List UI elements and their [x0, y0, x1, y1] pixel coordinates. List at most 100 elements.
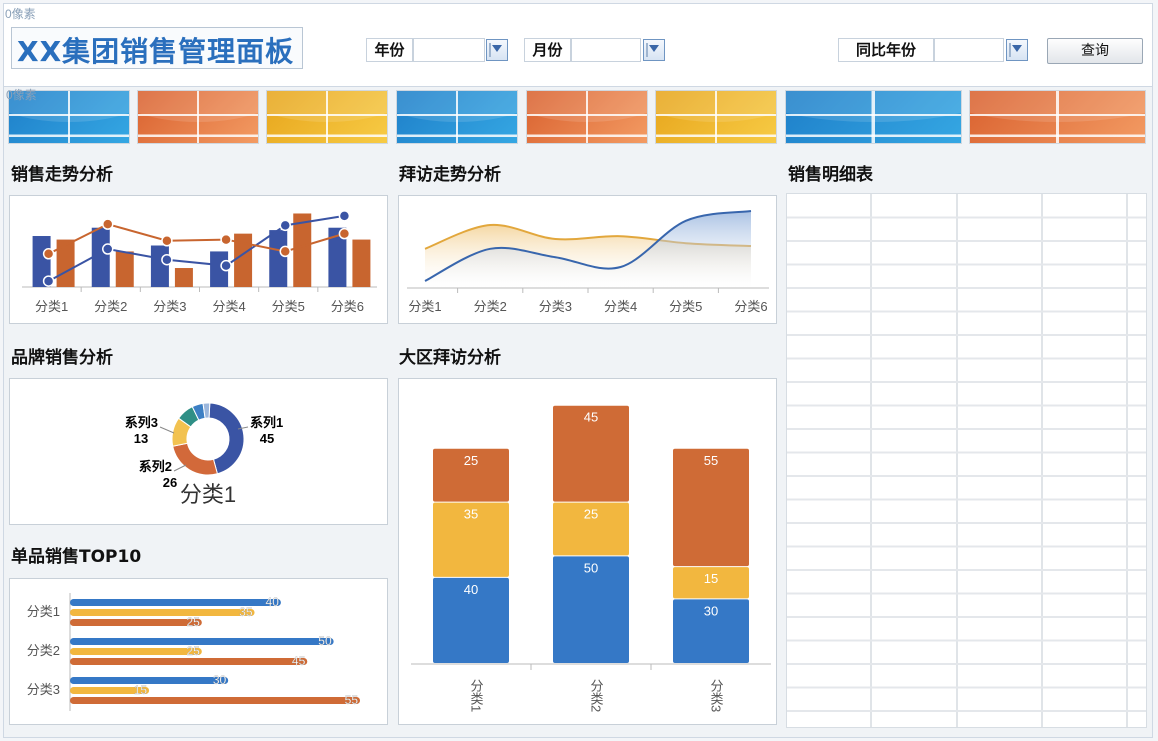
x-tick-label: 分类3 — [709, 679, 724, 712]
stacked-bar-segment — [553, 556, 629, 663]
bar — [56, 239, 75, 287]
bar — [70, 697, 360, 704]
brand-sales-title: 品牌销售分析 — [11, 348, 113, 368]
data-label: 25 — [464, 453, 478, 468]
yoy-dropdown-icon[interactable] — [1006, 39, 1028, 61]
region-visit-title: 大区拜访分析 — [399, 348, 501, 368]
data-label: 30 — [213, 673, 227, 687]
month-input[interactable] — [571, 38, 641, 62]
slice-label: 系列1 — [250, 415, 283, 430]
year-dropdown-icon[interactable] — [486, 39, 508, 61]
sales-trend-chart: 分类1 分类2 分类3 分类4 分类5 分类6 — [22, 210, 377, 314]
data-point — [161, 253, 173, 266]
data-label: 15 — [704, 571, 718, 586]
yoy-year-label: 同比年份 — [838, 38, 934, 62]
series-line — [48, 223, 345, 255]
bar — [70, 619, 202, 626]
y-tick-label: 分类1 — [27, 604, 60, 619]
visit-trend-chart: 分类1 分类2 分类3 分类4 分类5 分类6 — [407, 210, 769, 314]
data-point — [220, 233, 232, 246]
year-input[interactable] — [413, 38, 485, 62]
top10-panel: 分类1 40 35 25 分类2 50 25 45 分类3 30 15 55 — [9, 578, 388, 725]
kpi-tile-8[interactable] — [969, 90, 1146, 144]
x-tick-label: 分类4 — [604, 299, 637, 314]
stacked-bar-segment — [673, 448, 749, 567]
kpi-tile-4[interactable] — [396, 90, 518, 144]
leader-line — [159, 426, 175, 434]
kpi-tile-5[interactable] — [526, 90, 648, 144]
series-area — [425, 211, 751, 288]
x-tick-label: 分类5 — [669, 299, 702, 314]
tile-pixel-marker: 0像素 — [6, 88, 37, 102]
bar — [269, 230, 288, 287]
bar — [70, 648, 202, 655]
kpi-tile-6[interactable] — [655, 90, 777, 144]
data-point — [161, 235, 173, 247]
x-tick-label: 分类3 — [539, 299, 572, 314]
visit-trend-panel: 分类1 分类2 分类3 分类4 分类5 分类6 — [398, 195, 777, 324]
data-point — [102, 218, 114, 230]
bar — [70, 599, 281, 606]
series-line — [424, 210, 752, 282]
dashboard-title: XX集团销售管理面板 — [11, 27, 303, 69]
bar — [293, 213, 312, 287]
data-point — [102, 243, 114, 255]
sales-detail-table — [786, 193, 1147, 728]
region-visit-chart: 40 35 25 分类1 50 25 45 分类2 30 15 55 分类3 — [411, 405, 771, 712]
data-point — [279, 219, 291, 232]
x-tick-label: 分类1 — [35, 299, 68, 314]
sales-trend-panel: 分类1 分类2 分类3 分类4 分类5 分类6 — [9, 195, 388, 324]
bar — [70, 609, 255, 616]
data-label: 35 — [239, 605, 253, 619]
bar — [70, 638, 334, 645]
bar — [91, 227, 110, 287]
bar — [150, 245, 169, 287]
stacked-bar-segment — [673, 567, 749, 599]
slice-value: 26 — [163, 475, 177, 490]
month-label: 月份 — [524, 38, 571, 62]
x-tick-label: 分类3 — [153, 299, 186, 314]
top10-chart: 分类1 40 35 25 分类2 50 25 45 分类3 30 15 55 — [27, 593, 360, 711]
stacked-bar-segment — [553, 502, 629, 556]
month-dropdown-icon[interactable] — [643, 39, 665, 61]
stacked-bar-segment — [433, 577, 509, 663]
pie-slice — [172, 442, 219, 476]
year-label: 年份 — [366, 38, 413, 62]
data-point — [338, 210, 351, 222]
brand-sales-panel: 系列1 45 系列2 26 系列3 13 分类1 — [9, 378, 388, 525]
leader-line — [173, 464, 187, 472]
kpi-tile-1[interactable] — [8, 90, 130, 144]
y-tick-label: 分类3 — [27, 682, 60, 697]
data-label: 25 — [584, 507, 598, 522]
yoy-year-input[interactable] — [934, 38, 1004, 62]
data-label: 35 — [464, 507, 478, 522]
x-tick-label: 分类1 — [408, 299, 441, 314]
pie-slice — [208, 402, 245, 475]
pie-slice — [202, 402, 211, 419]
sales-detail-title: 销售明细表 — [788, 165, 873, 185]
stacked-bar-segment — [433, 502, 509, 577]
bar — [328, 227, 347, 287]
data-label: 45 — [292, 654, 306, 668]
x-tick-label: 分类2 — [474, 299, 507, 314]
data-label: 50 — [318, 634, 332, 648]
slice-label: 系列3 — [125, 415, 158, 430]
data-label: 25 — [186, 615, 200, 629]
data-point — [220, 259, 232, 272]
slice-value: 45 — [260, 431, 274, 446]
pie-category-label: 分类1 — [180, 482, 236, 507]
query-button[interactable]: 查询 — [1047, 38, 1143, 64]
kpi-tile-7[interactable] — [785, 90, 962, 144]
x-tick-label: 分类5 — [272, 299, 305, 314]
x-tick-label: 分类4 — [212, 299, 245, 314]
x-tick-label: 分类2 — [94, 299, 127, 314]
data-label: 50 — [584, 560, 598, 575]
x-tick-label: 分类2 — [589, 679, 604, 712]
kpi-tile-2[interactable] — [137, 90, 259, 144]
data-label: 30 — [704, 603, 718, 618]
x-tick-label: 分类6 — [734, 299, 767, 314]
slice-label: 系列2 — [139, 459, 172, 474]
data-label: 40 — [266, 595, 280, 609]
kpi-tile-3[interactable] — [266, 90, 388, 144]
stacked-bar-segment — [433, 448, 509, 502]
